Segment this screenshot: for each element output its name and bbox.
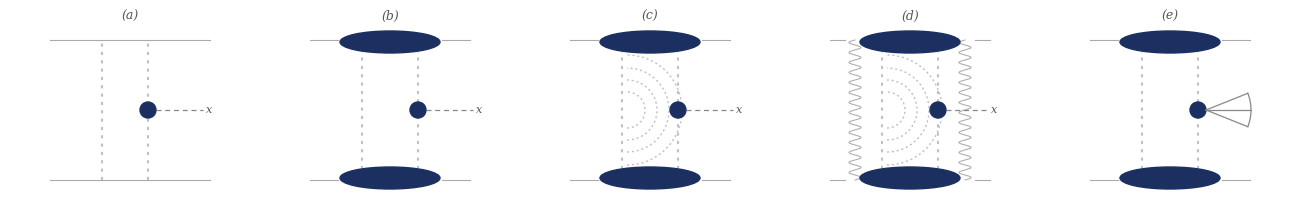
Text: x: x bbox=[991, 105, 997, 115]
Ellipse shape bbox=[340, 167, 439, 189]
Ellipse shape bbox=[140, 102, 156, 118]
Ellipse shape bbox=[859, 31, 960, 53]
Ellipse shape bbox=[930, 102, 946, 118]
Ellipse shape bbox=[1120, 31, 1220, 53]
Text: x: x bbox=[736, 105, 742, 115]
Text: (a): (a) bbox=[122, 10, 139, 23]
Ellipse shape bbox=[1190, 102, 1206, 118]
Ellipse shape bbox=[670, 102, 685, 118]
Text: (c): (c) bbox=[642, 10, 658, 23]
Text: (d): (d) bbox=[901, 10, 920, 23]
Text: x: x bbox=[205, 105, 212, 115]
Text: (b): (b) bbox=[381, 10, 399, 23]
Text: (e): (e) bbox=[1162, 10, 1179, 23]
Ellipse shape bbox=[600, 167, 700, 189]
Ellipse shape bbox=[409, 102, 426, 118]
Ellipse shape bbox=[1120, 167, 1220, 189]
Text: x: x bbox=[476, 105, 483, 115]
Ellipse shape bbox=[859, 167, 960, 189]
Ellipse shape bbox=[600, 31, 700, 53]
Ellipse shape bbox=[340, 31, 439, 53]
